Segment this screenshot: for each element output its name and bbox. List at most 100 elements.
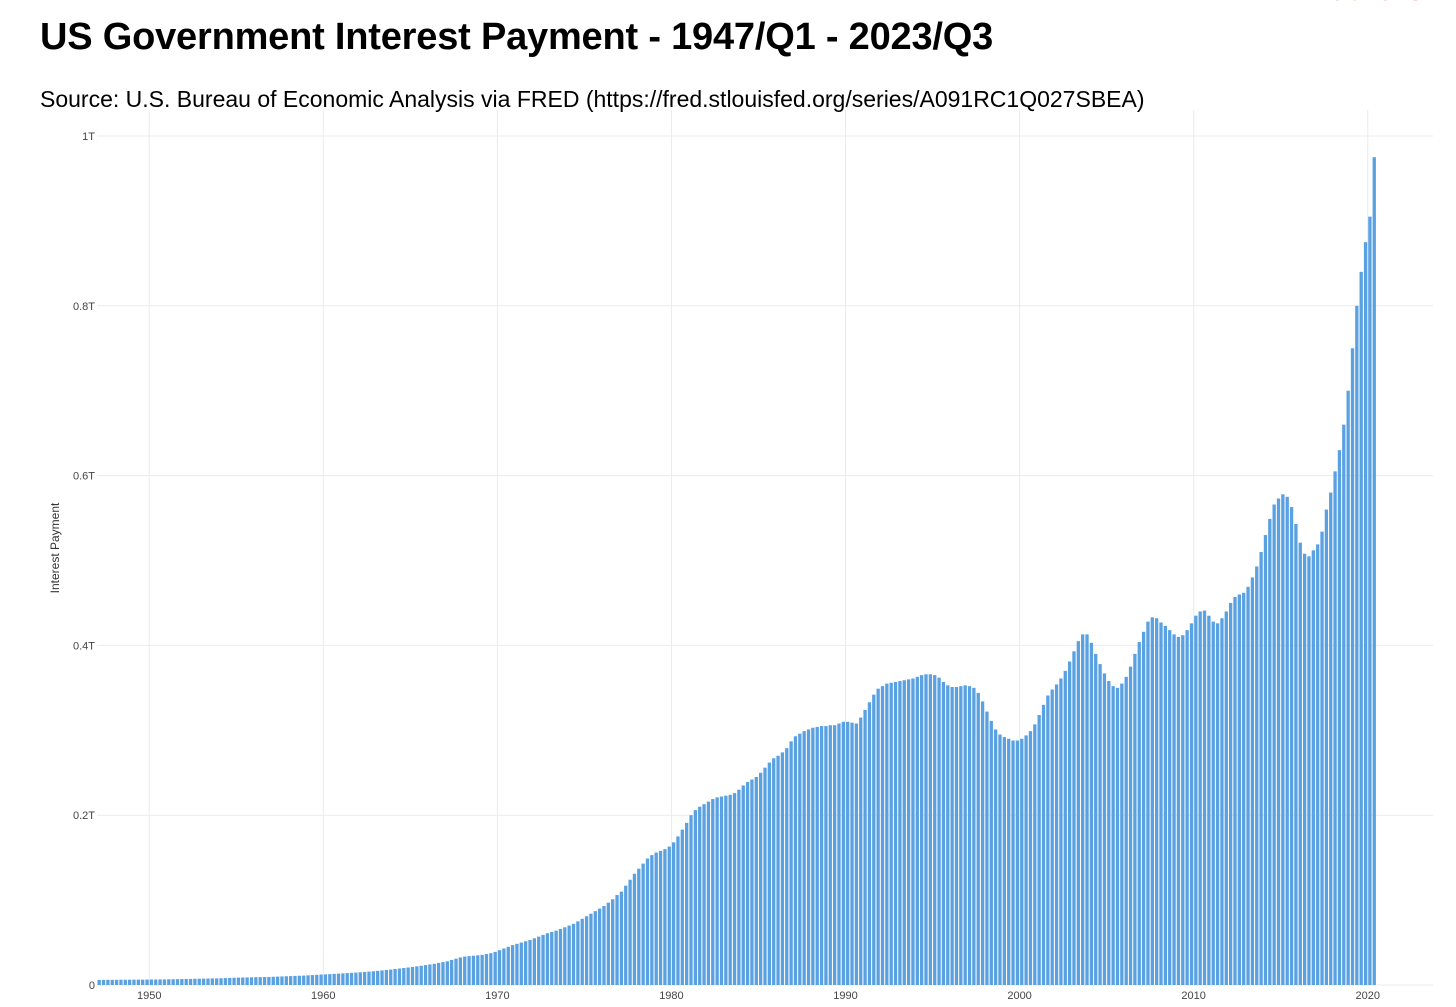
chart-bar <box>315 974 319 985</box>
chart-bar <box>850 722 854 985</box>
chart-bar <box>889 682 893 985</box>
chart-bar <box>197 978 201 985</box>
chart-bar <box>563 927 567 985</box>
y-axis-tick-labels: 0 0.2T 0.4T 0.6T 0.8T 1T <box>73 131 95 992</box>
chart-bar <box>515 943 519 985</box>
chart-bar <box>793 736 798 985</box>
x-tick-label: 2010 <box>1181 990 1205 1002</box>
chart-bar <box>241 977 245 985</box>
chart-bar <box>367 971 371 985</box>
chart-bar <box>1063 670 1067 985</box>
chart-bar <box>641 863 645 985</box>
chart-bar <box>1098 664 1102 985</box>
chart-bar <box>1141 631 1146 985</box>
chart-bar <box>1050 689 1054 985</box>
chart-bar <box>1028 731 1033 985</box>
chart-bar <box>180 979 184 985</box>
chart-bar <box>976 692 980 985</box>
chart-bar <box>963 685 967 985</box>
chart-bar <box>402 968 406 985</box>
chart-bar <box>119 979 123 985</box>
chart-bar <box>406 967 410 985</box>
chart-bar <box>1342 424 1346 985</box>
chart-bar <box>1120 683 1124 985</box>
chart-bars <box>97 157 1376 986</box>
chart-bar <box>715 797 719 985</box>
chart-bar <box>275 976 280 985</box>
chart-bar <box>780 752 785 985</box>
chart-bar <box>1094 653 1098 985</box>
chart-bar <box>302 975 306 985</box>
year-annotation: 2022 <box>1332 0 1392 6</box>
chart-bar <box>362 971 367 985</box>
chart-bar <box>989 720 993 985</box>
chart-bar <box>750 779 754 985</box>
chart-bar <box>667 846 671 985</box>
chart-bar <box>1041 704 1046 985</box>
chart-bar <box>1168 630 1172 985</box>
chart-bar <box>423 965 428 985</box>
chart-bar <box>1255 566 1259 985</box>
chart-bar <box>467 956 471 985</box>
chart-bar <box>902 680 906 985</box>
chart-bar <box>1111 686 1115 985</box>
chart-bar <box>1054 684 1059 985</box>
chart-bar <box>497 950 502 985</box>
chart-bar <box>323 974 328 985</box>
chart-bar <box>114 979 119 985</box>
chart-bar <box>306 975 310 985</box>
chart-bar <box>1011 740 1015 985</box>
chart-bar <box>184 978 188 985</box>
chart-bar <box>1137 642 1141 985</box>
chart-bar <box>127 979 132 985</box>
chart-bar <box>532 938 537 985</box>
chart-bar <box>798 733 802 985</box>
chart-bar <box>410 966 415 985</box>
chart-bar <box>1276 498 1281 985</box>
chart-bar <box>1268 518 1272 985</box>
chart-bar <box>589 913 593 985</box>
chart-bar <box>336 973 341 985</box>
chart-bar <box>676 836 680 985</box>
chart-bar <box>537 936 541 985</box>
chart-bar <box>262 977 267 985</box>
chart-bar <box>158 979 162 985</box>
chart-bar <box>1150 617 1154 985</box>
x-axis-tick-labels: 1950 1960 1970 1980 1990 2000 2010 2020 <box>137 990 1380 1002</box>
chart-bar <box>1181 635 1185 985</box>
chart-bar <box>245 977 249 985</box>
chart-bar <box>1037 715 1041 985</box>
chart-bar <box>1002 737 1007 985</box>
chart-bar <box>928 674 933 985</box>
chart-bar <box>846 721 850 985</box>
chart-bar <box>967 686 972 985</box>
chart-bar <box>123 979 127 985</box>
chart-bar <box>663 849 667 985</box>
chart-bar <box>1281 494 1285 985</box>
chart-bar <box>228 977 232 985</box>
chart-bar <box>1329 492 1333 985</box>
chart-bar <box>1067 661 1072 985</box>
chart-bar <box>1198 611 1202 985</box>
chart-bar <box>789 741 793 985</box>
chart-bar <box>1237 594 1241 985</box>
chart-bar <box>1202 610 1207 985</box>
chart-bar <box>632 873 637 985</box>
chart-bar <box>506 946 510 985</box>
chart-bar <box>706 801 711 985</box>
chart-bar <box>950 687 954 985</box>
chart-bar <box>1133 653 1137 985</box>
chart-bar <box>728 794 732 985</box>
chart-bar <box>1124 676 1128 985</box>
chart-bar <box>297 975 302 985</box>
chart-bar <box>1024 735 1028 985</box>
chart-bar <box>567 925 571 985</box>
chart-bar <box>1089 642 1094 985</box>
chart-bar <box>162 979 167 985</box>
chart-bar <box>110 979 114 985</box>
chart-bar <box>993 729 998 985</box>
chart-bar <box>376 970 380 985</box>
chart-bar <box>254 977 258 985</box>
chart-bar <box>1272 504 1276 985</box>
